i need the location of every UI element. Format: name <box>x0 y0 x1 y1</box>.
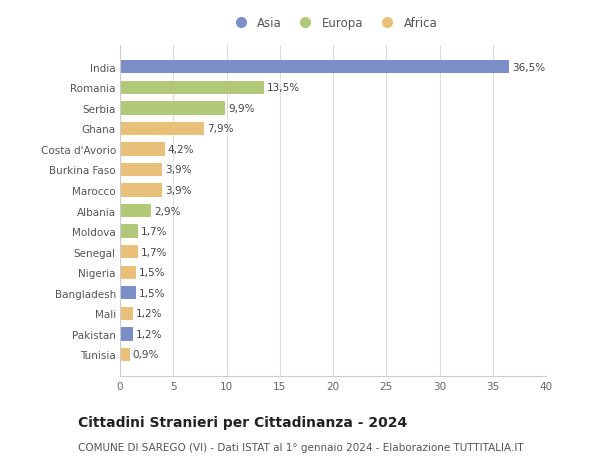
Bar <box>120 328 133 341</box>
Text: 7,9%: 7,9% <box>208 124 234 134</box>
Text: 13,5%: 13,5% <box>267 83 300 93</box>
Bar <box>120 307 133 320</box>
Bar <box>120 102 226 115</box>
Bar <box>120 81 264 95</box>
Text: 2,9%: 2,9% <box>154 206 181 216</box>
Text: 1,2%: 1,2% <box>136 309 163 319</box>
Bar <box>120 266 136 280</box>
Legend: Asia, Europa, Africa: Asia, Europa, Africa <box>224 12 442 34</box>
Bar <box>120 348 130 361</box>
Bar <box>120 286 136 300</box>
Text: Cittadini Stranieri per Cittadinanza - 2024: Cittadini Stranieri per Cittadinanza - 2… <box>78 415 407 429</box>
Text: 9,9%: 9,9% <box>229 104 255 113</box>
Bar <box>120 61 509 74</box>
Text: 36,5%: 36,5% <box>512 62 545 73</box>
Bar <box>120 184 161 197</box>
Text: 1,5%: 1,5% <box>139 268 166 278</box>
Bar <box>120 204 151 218</box>
Text: 0,9%: 0,9% <box>133 350 159 360</box>
Text: 3,9%: 3,9% <box>165 185 191 196</box>
Bar <box>120 163 161 177</box>
Bar <box>120 246 138 259</box>
Text: COMUNE DI SAREGO (VI) - Dati ISTAT al 1° gennaio 2024 - Elaborazione TUTTITALIA.: COMUNE DI SAREGO (VI) - Dati ISTAT al 1°… <box>78 442 524 452</box>
Text: 1,7%: 1,7% <box>142 247 168 257</box>
Text: 1,7%: 1,7% <box>142 227 168 237</box>
Text: 4,2%: 4,2% <box>168 145 194 155</box>
Text: 3,9%: 3,9% <box>165 165 191 175</box>
Bar <box>120 225 138 238</box>
Bar <box>120 143 165 156</box>
Text: 1,2%: 1,2% <box>136 329 163 339</box>
Text: 1,5%: 1,5% <box>139 288 166 298</box>
Bar <box>120 123 204 136</box>
